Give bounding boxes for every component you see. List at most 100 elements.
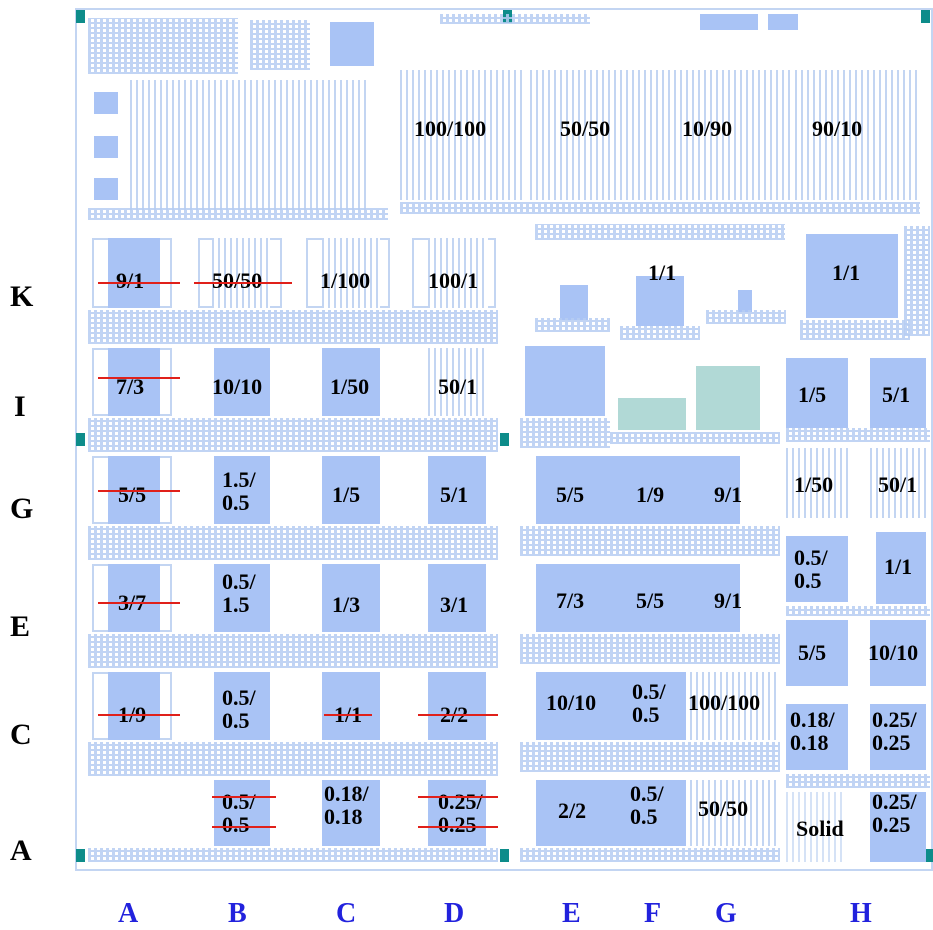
ratio-label: 0.25/ 0.25 [872,707,917,756]
device-block [322,564,380,632]
device-block [536,456,740,524]
device-stripes [690,672,778,740]
ratio-label: 1/50 [794,472,834,497]
ratio-label: 1/1 [884,554,913,579]
device-block [870,358,926,428]
strike-line [418,796,498,798]
row-label-e: E [10,610,31,643]
alignment-marker [76,433,85,446]
ratio-label: 5/5 [556,482,585,507]
device-block [214,780,270,846]
strike-line [418,826,498,828]
row-label-k: K [10,280,34,313]
contact-row [520,742,780,772]
device-block [108,348,160,416]
contact-row [706,310,786,324]
strike-line [324,714,372,716]
ratio-label: 100/100 [688,690,761,715]
device-block [428,564,486,632]
strike-line [98,714,180,716]
device-block [214,564,270,632]
contact-row [88,742,498,776]
ratio-label: 1/100 [320,268,371,293]
transistor-array [130,80,370,210]
device-block [108,672,160,740]
device-stripes [786,448,848,518]
contact-row [88,526,498,560]
ratio-label: 1/1 [832,260,861,285]
device-block [786,620,848,686]
ratio-label: 1/50 [330,374,370,399]
alignment-marker [921,10,930,23]
test-pad [94,136,118,158]
array-block-top-2 [530,70,660,200]
column-label-c: C [336,898,357,929]
contact-row [786,606,930,616]
device-block [108,564,160,632]
ratio-label: 9/1 [116,268,145,293]
test-pad [330,22,374,66]
alignment-marker [500,433,509,446]
device-block [322,672,380,740]
teal-pad [696,366,760,430]
ratio-label: 50/50 [698,796,749,821]
row-label-i: I [14,390,26,423]
contact-row [620,326,700,340]
ratio-label: 1/5 [332,482,361,507]
contact-row [786,774,930,788]
row-label-a: A [10,834,32,867]
column-label-e: E [562,898,581,929]
device-stripes [428,348,488,416]
bond-pad-array [904,226,930,336]
strike-line [418,714,498,716]
ratio-label: 10/10 [212,374,263,399]
device-block [428,780,486,846]
ratio-label: 1/1 [648,260,677,285]
ratio-label: 0.18/ 0.18 [324,781,369,830]
device-stripes [212,238,270,308]
ratio-label: 5/5 [798,640,827,665]
ratio-label: 5/5 [636,588,665,613]
ratio-label: 1/5 [798,382,827,407]
column-label-d: D [444,898,465,929]
strike-line [98,490,180,492]
ratio-label: 5/5 [118,482,147,507]
device-block [108,238,160,308]
alignment-marker [76,10,85,23]
contact-row [520,526,780,556]
array-block-top-3 [662,70,792,200]
array-block-top-4 [795,70,920,200]
test-pad [94,178,118,200]
contact-row [520,418,610,448]
contact-row [786,428,930,442]
contact-row [88,208,388,220]
test-pad [700,14,758,30]
device-block [786,358,848,428]
bond-pad-array [440,14,590,24]
row-label-c: C [10,718,32,751]
ratio-label: 10/10 [546,690,597,715]
strike-line [98,282,180,284]
device-block [806,234,898,318]
device-block [525,346,605,416]
strike-line [98,377,180,379]
ratio-label: 2/2 [558,798,587,823]
ratio-label: 9/1 [714,588,743,613]
device-block [214,672,270,740]
strike-line [212,826,276,828]
device-block [322,456,380,524]
column-label-f: F [644,898,662,929]
ratio-label: 90/10 [812,116,863,141]
device-block [322,780,380,846]
bond-pad-array [88,18,238,74]
ratio-label: 1.5/ 0.5 [222,467,256,516]
column-label-a: A [118,898,139,929]
alignment-marker [76,849,85,862]
contact-row [535,224,785,240]
strike-line [212,796,276,798]
contact-row [88,634,498,668]
contact-row [610,432,780,444]
contact-row [400,202,920,214]
test-pad [768,14,798,30]
test-pad [94,92,118,114]
